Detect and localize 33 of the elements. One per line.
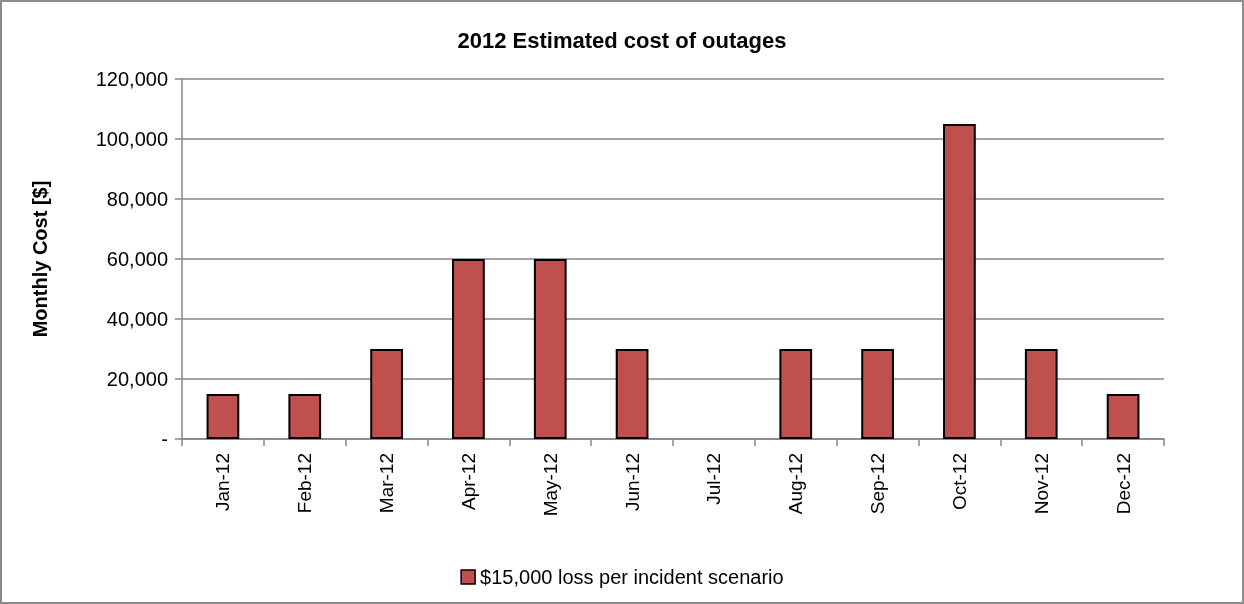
- bar: [1024, 349, 1058, 439]
- bar: [206, 394, 240, 439]
- y-tick-label: -: [161, 428, 168, 450]
- legend-label: $15,000 loss per incident scenario: [480, 566, 784, 588]
- bar: [615, 349, 649, 439]
- x-tick-label: Oct-12: [948, 453, 970, 511]
- y-tick-label: 60,000: [106, 248, 168, 270]
- x-tick-label: Feb-12: [294, 453, 316, 514]
- bar: [452, 259, 485, 439]
- x-tick-label: Mar-12: [376, 453, 398, 514]
- bar: [370, 349, 403, 439]
- x-tick-label: Dec-12: [1112, 453, 1134, 515]
- x-tick-label: Nov-12: [1030, 453, 1052, 515]
- x-tick-label: Jan-12: [212, 453, 234, 512]
- bar: [1106, 394, 1140, 439]
- chart-title: 2012 Estimated cost of outages: [457, 27, 787, 53]
- y-axis-title: Monthly Cost [$]: [29, 180, 51, 338]
- bar: [288, 394, 322, 439]
- x-tick-label: Jun-12: [621, 453, 643, 512]
- y-tick-label: 80,000: [106, 188, 168, 210]
- x-tick-label: Jul-12: [703, 453, 725, 505]
- bar: [779, 349, 813, 439]
- x-tick-label: May-12: [539, 453, 561, 517]
- y-tick-label: 20,000: [106, 368, 168, 390]
- x-tick-label: Apr-12: [457, 453, 479, 511]
- x-tick-label: Aug-12: [785, 453, 807, 515]
- bar: [533, 259, 567, 439]
- bar: [861, 349, 894, 439]
- y-tick-label: 120,000: [95, 68, 168, 90]
- y-tick-label: 100,000: [95, 128, 168, 150]
- x-tick-label: Sep-12: [867, 453, 889, 515]
- y-tick-label: 40,000: [106, 308, 168, 330]
- bar: [943, 124, 976, 439]
